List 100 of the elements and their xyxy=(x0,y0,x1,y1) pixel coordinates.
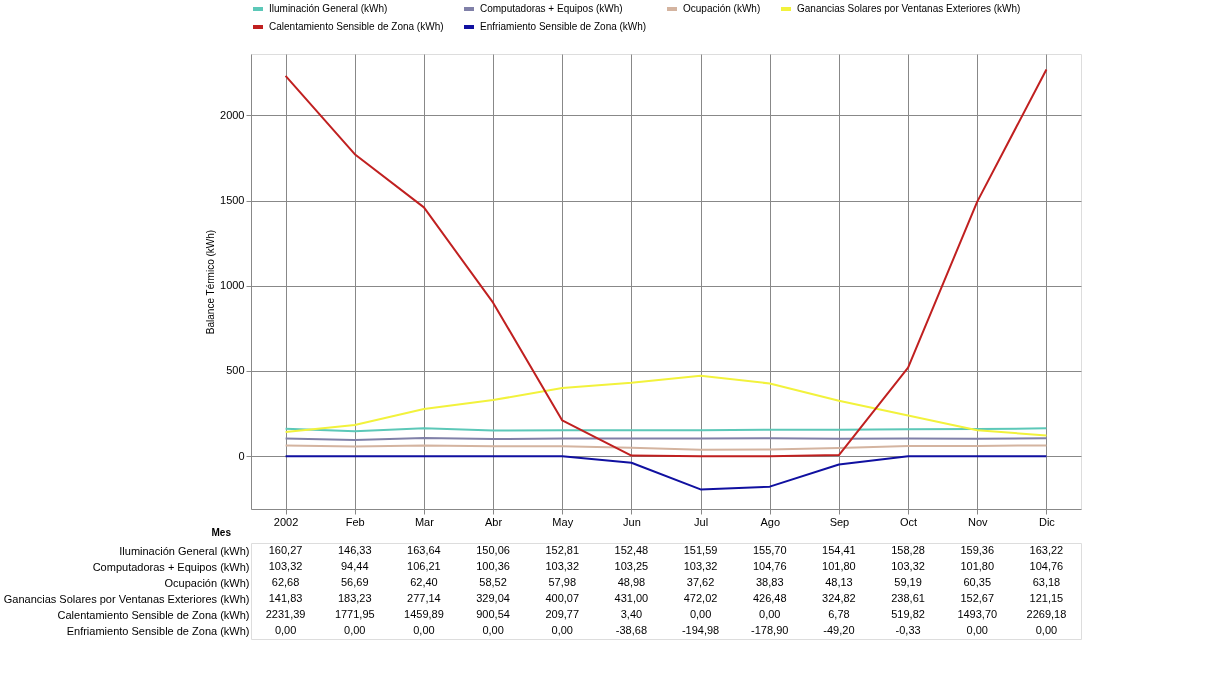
data-label: 324,82 xyxy=(822,592,856,604)
data-label: 48,13 xyxy=(825,576,853,588)
x-tick-label: Nov xyxy=(967,515,989,528)
data-label: 155,70 xyxy=(752,544,787,556)
data-label: 152,81 xyxy=(545,544,580,556)
data-label: 0,00 xyxy=(344,624,366,636)
data-label: 48,98 xyxy=(617,576,646,588)
data-label: 103,32 xyxy=(683,560,718,572)
data-label: 152,48 xyxy=(614,544,649,556)
legend-label: Calentamiento Sensible de Zona (kWh) xyxy=(269,21,444,32)
x-tick-label: Feb xyxy=(345,515,365,528)
data-label: 62,40 xyxy=(410,576,438,588)
data-label: 0,00 xyxy=(413,624,435,636)
data-label: 0,00 xyxy=(274,624,297,636)
text: Ocupación (kWh) xyxy=(164,576,250,589)
data-label: 183,23 xyxy=(337,592,372,604)
data-label: 104,76 xyxy=(1029,560,1064,572)
data-label: 426,48 xyxy=(752,592,787,604)
x-tick-label: Abr xyxy=(485,515,503,528)
text: Computadoras + Equipos (kWh) xyxy=(92,560,250,573)
data-label: 159,36 xyxy=(960,544,995,556)
data-label: -0,33 xyxy=(895,624,921,636)
data-label: 58,52 xyxy=(479,576,507,588)
data-label: 104,76 xyxy=(752,560,787,572)
data-label: 163,22 xyxy=(1029,544,1064,556)
data-label: 329,04 xyxy=(476,592,510,604)
data-label: 431,00 xyxy=(614,592,649,604)
y-axis-title: Balance Térmico (kWh) xyxy=(205,229,217,335)
data-label: 900,54 xyxy=(476,608,510,620)
data-label: -178,90 xyxy=(751,624,789,636)
data-label: 1493,70 xyxy=(957,608,998,620)
line-series xyxy=(284,68,1048,458)
data-label: 141,83 xyxy=(268,592,303,604)
x-tick-label: Oct xyxy=(900,515,918,528)
data-label: 2269,18 xyxy=(1026,608,1067,620)
data-label: 121,15 xyxy=(1029,592,1064,604)
data-label: 59,19 xyxy=(894,576,922,588)
legend-label: Iluminación General (kWh) xyxy=(269,3,388,14)
data-label: 0,00 xyxy=(1035,624,1058,636)
data-label: 103,32 xyxy=(891,560,925,572)
x-tick-label: Sep xyxy=(829,515,850,528)
data-label: 160,27 xyxy=(268,544,303,556)
data-label: 2231,39 xyxy=(265,608,306,620)
data-label: 1459,89 xyxy=(404,608,444,620)
data-label: 238,61 xyxy=(891,592,925,604)
line-series xyxy=(284,455,1048,491)
data-label: 519,82 xyxy=(891,608,925,620)
data-label: 154,41 xyxy=(822,544,856,556)
data-label: 146,33 xyxy=(337,544,372,556)
x-tick-label: Jun xyxy=(623,515,641,528)
y-tick-label: 1500 xyxy=(220,194,245,207)
data-label: 103,25 xyxy=(614,560,649,572)
data-label: 37,62 xyxy=(686,576,715,588)
x-tick-label: May xyxy=(552,515,574,528)
data-label: 100,36 xyxy=(476,560,510,572)
data-label: 101,80 xyxy=(960,560,995,572)
legend-label: Ocupación (kWh) xyxy=(683,3,761,14)
y-tick-label: 2000 xyxy=(220,108,245,121)
data-label: 94,44 xyxy=(340,560,369,572)
legend-label: Ganancias Solares por Ventanas Exteriores (kWh) xyxy=(797,3,1021,14)
data-label: 151,59 xyxy=(683,544,718,556)
data-label: -38,68 xyxy=(615,624,648,636)
data-label: 209,77 xyxy=(545,608,580,620)
data-label: 1771,95 xyxy=(334,608,375,620)
text: Calentamiento Sensible de Zona (kWh) xyxy=(57,608,250,621)
data-label: 3,40 xyxy=(620,608,643,620)
data-label: 400,07 xyxy=(545,592,580,604)
x-tick-label: Jul xyxy=(694,515,709,528)
data-label: 0,00 xyxy=(689,608,712,620)
data-label: 0,00 xyxy=(966,624,988,636)
data-label: 277,14 xyxy=(407,592,441,604)
text: Ganancias Solares por Ventanas Exteriores (kWh) xyxy=(3,592,250,605)
data-label: 163,64 xyxy=(407,544,441,556)
y-tick-label: 1000 xyxy=(220,279,245,292)
text: Enfriamiento Sensible de Zona (kWh) xyxy=(66,624,250,637)
data-label: 38,83 xyxy=(755,576,784,588)
line-series xyxy=(284,374,1048,437)
x-tick-label: 2002 xyxy=(273,515,299,528)
legend-label: Computadoras + Equipos (kWh) xyxy=(480,3,623,14)
data-label: -194,98 xyxy=(681,624,720,636)
data-label: 158,28 xyxy=(891,544,925,556)
data-label: 57,98 xyxy=(548,576,577,588)
data-label: 6,78 xyxy=(828,608,850,620)
data-label: 60,35 xyxy=(963,576,992,588)
text: Iluminación General (kWh) xyxy=(119,544,250,557)
data-label: 56,69 xyxy=(340,576,369,588)
x-tick-label: Dic xyxy=(1038,515,1056,528)
y-tick-label: 0 xyxy=(238,449,245,462)
data-label: 0,00 xyxy=(759,608,781,620)
data-label: 0,00 xyxy=(551,624,573,636)
legend-label: Enfriamiento Sensible de Zona (kWh) xyxy=(480,21,647,32)
y-tick-label: 500 xyxy=(226,364,245,377)
x-tick-label: Mar xyxy=(414,515,435,528)
data-label: -49,20 xyxy=(823,624,855,636)
data-label: 101,80 xyxy=(822,560,856,572)
data-label: 106,21 xyxy=(407,560,441,572)
data-label: 103,32 xyxy=(545,560,580,572)
data-label: 472,02 xyxy=(683,592,718,604)
x-tick-label: Ago xyxy=(760,515,781,528)
data-label: 152,67 xyxy=(960,592,995,604)
